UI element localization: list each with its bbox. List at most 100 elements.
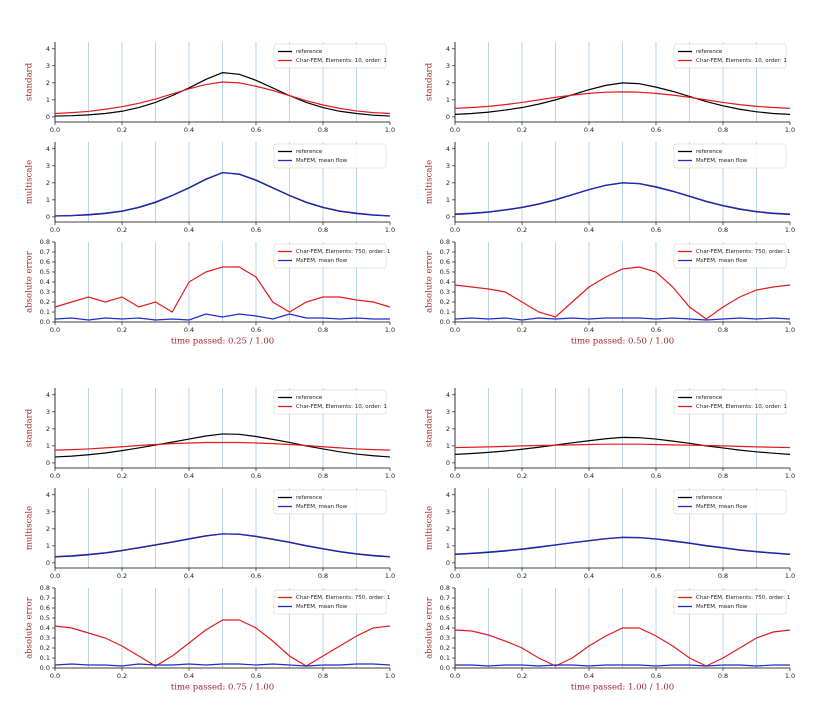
x-tick-label: 0.0 <box>450 472 460 480</box>
y-tick-label: 0.2 <box>40 298 50 306</box>
line-series <box>454 182 791 215</box>
y-axis-label: multiscale <box>425 506 435 550</box>
y-tick-label: 2 <box>46 525 50 533</box>
y-tick-label: 1 <box>46 196 50 204</box>
y-tick-label: 1 <box>46 96 50 104</box>
y-tick-label: 2 <box>446 79 450 87</box>
x-tick-label: 0.4 <box>184 226 194 234</box>
x-tick-label: 0.2 <box>117 572 127 580</box>
y-tick-label: 0 <box>46 559 50 567</box>
line-series <box>454 317 791 321</box>
line-series <box>54 72 391 117</box>
legend-label: MsFEM, mean flow <box>296 158 348 164</box>
y-tick-label: 4 <box>446 491 450 499</box>
y-tick-label: 0.4 <box>40 278 50 286</box>
x-tick-label: 0.0 <box>450 572 460 580</box>
y-tick-label: 0.8 <box>440 238 450 246</box>
y-tick-label: 0.7 <box>440 594 450 602</box>
x-tick-label: 0.4 <box>184 572 194 580</box>
line-series <box>454 82 791 115</box>
legend-label: reference <box>696 49 723 55</box>
x-tick-label: 0.8 <box>718 472 728 480</box>
x-tick-label: 0.6 <box>651 126 661 134</box>
x-tick-label: 0.6 <box>251 226 261 234</box>
legend-label: Char-FEM, Elements: 750, order: 1 <box>696 595 790 601</box>
x-tick-label: 1.0 <box>785 226 795 234</box>
x-tick-label: 0.0 <box>450 326 460 334</box>
x-tick-label: 0.8 <box>718 672 728 680</box>
line-series <box>54 313 390 321</box>
y-tick-label: 0 <box>446 559 450 567</box>
legend-label: reference <box>296 495 323 501</box>
legend-label: Char-FEM, Elements: 10, order: 1 <box>696 58 787 64</box>
y-tick-label: 0.0 <box>40 318 50 326</box>
y-axis-label: multiscale <box>25 506 35 550</box>
line-series <box>54 619 391 667</box>
legend-box <box>273 589 387 615</box>
x-axis-label: time passed: 0.50 / 1.00 <box>571 337 674 347</box>
line-series <box>54 663 391 667</box>
x-tick-label: 0.2 <box>517 126 527 134</box>
y-tick-label: 0.3 <box>40 288 50 296</box>
y-tick-label: 2 <box>46 79 50 87</box>
legend-label: MsFEM, mean flow <box>696 258 748 264</box>
line-series <box>454 443 791 449</box>
y-tick-label: 0.2 <box>440 298 450 306</box>
legend-label: MsFEM, mean flow <box>296 258 348 264</box>
y-axis-label: absolute error <box>25 250 35 313</box>
y-tick-label: 0.6 <box>40 604 50 612</box>
legend-label: Char-FEM, Elements: 750, order: 1 <box>296 595 390 601</box>
x-tick-label: 0.0 <box>450 672 460 680</box>
x-tick-label: 0.0 <box>50 472 60 480</box>
x-tick-label: 1.0 <box>385 226 395 234</box>
line-series <box>454 266 791 320</box>
y-tick-label: 0.3 <box>440 634 450 642</box>
y-axis-label: absolute error <box>25 596 35 659</box>
legend-box <box>273 389 387 415</box>
y-tick-label: 0.8 <box>40 584 50 592</box>
y-tick-label: 0.8 <box>440 584 450 592</box>
legend-box <box>273 243 387 269</box>
x-tick-label: 0.2 <box>517 326 527 334</box>
y-tick-label: 3 <box>446 408 450 416</box>
y-tick-label: 3 <box>46 408 50 416</box>
x-tick-label: 0.0 <box>450 126 460 134</box>
legend-label: MsFEM, mean flow <box>296 504 348 510</box>
legend-label: reference <box>296 395 323 401</box>
y-tick-label: 0.1 <box>40 308 50 316</box>
x-tick-label: 0.0 <box>50 226 60 234</box>
legend-label: Char-FEM, Elements: 750, order: 1 <box>696 249 790 255</box>
y-tick-label: 1 <box>446 542 450 550</box>
x-tick-label: 1.0 <box>385 126 395 134</box>
y-tick-label: 0.7 <box>440 248 450 256</box>
y-tick-label: 4 <box>446 391 450 399</box>
legend-box <box>273 489 387 515</box>
legend-label: reference <box>696 495 723 501</box>
x-tick-label: 0.6 <box>651 472 661 480</box>
x-tick-label: 0.6 <box>651 572 661 580</box>
legend-box <box>273 143 387 169</box>
y-tick-label: 3 <box>446 508 450 516</box>
y-tick-label: 0.5 <box>40 268 50 276</box>
y-tick-label: 0.4 <box>440 624 450 632</box>
x-tick-label: 0.6 <box>251 572 261 580</box>
x-tick-label: 0.8 <box>318 326 328 334</box>
legend-box <box>273 43 387 69</box>
y-tick-label: 0.5 <box>40 614 50 622</box>
x-axis-label: time passed: 1.00 / 1.00 <box>571 683 674 693</box>
x-tick-label: 0.4 <box>184 326 194 334</box>
line-series <box>454 536 791 555</box>
legend-label: MsFEM, mean flow <box>296 604 348 610</box>
x-tick-label: 0.8 <box>318 672 328 680</box>
y-tick-label: 4 <box>46 45 50 53</box>
y-tick-label: 0 <box>446 459 450 467</box>
y-tick-label: 0.3 <box>440 288 450 296</box>
legend-label: reference <box>296 49 323 55</box>
x-tick-label: 0.6 <box>251 326 261 334</box>
x-tick-label: 1.0 <box>385 326 395 334</box>
y-tick-label: 1 <box>446 442 450 450</box>
y-tick-label: 0.4 <box>40 624 50 632</box>
x-tick-label: 0.4 <box>184 672 194 680</box>
x-tick-label: 0.0 <box>450 226 460 234</box>
x-tick-label: 0.8 <box>318 126 328 134</box>
